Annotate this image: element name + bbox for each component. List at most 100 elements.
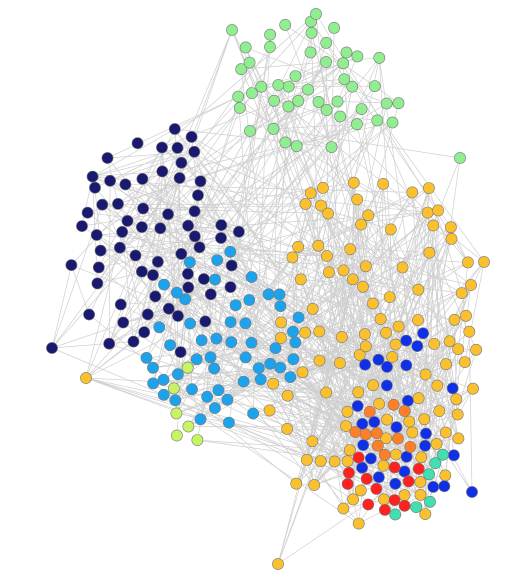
edge [125,184,195,212]
graph-node [226,24,238,36]
edge [210,257,293,358]
graph-node [450,393,463,406]
graph-node [263,404,276,417]
graph-node [170,286,183,299]
graph-node [81,206,94,219]
graph-node [346,273,359,286]
graph-node [65,259,78,271]
graph-node [466,486,478,498]
graph-node [173,172,186,184]
graph-node [351,400,364,412]
edge [109,187,430,345]
edge [85,377,164,396]
graph-node [287,353,300,366]
graph-node [381,360,393,373]
graph-node [182,219,194,232]
graph-node [433,405,446,417]
graph-node [337,264,350,277]
graph-node [154,222,167,235]
graph-node [83,308,95,321]
graph-node [322,266,335,279]
edge [147,162,182,315]
edge [177,251,231,375]
edge [214,279,217,339]
graph-node [90,229,103,241]
graph-node [129,249,142,262]
graph-node [351,50,364,63]
graph-node [377,493,390,506]
graph-node [290,140,303,153]
edge [284,24,362,225]
edge [298,120,378,318]
graph-node [208,362,221,375]
graph-node [341,455,354,468]
edge [117,123,358,205]
graph-node [331,95,344,108]
graph-node [294,273,307,286]
graph-node [428,337,441,350]
edge [117,171,163,205]
edge [288,106,459,350]
graph-node [362,498,375,511]
graph-node [282,80,295,93]
edge [468,331,473,493]
graph-node [333,357,346,369]
graph-node [299,198,312,210]
graph-node [313,325,326,338]
graph-node [340,46,353,59]
graph-node [388,494,401,506]
graph-node [204,288,217,301]
graph-node [370,427,383,440]
graph-node [255,80,268,93]
graph-node [363,405,376,418]
edge [216,122,393,261]
edge [230,286,276,349]
graph-node [172,310,184,322]
graph-node [357,439,370,451]
edge [450,227,469,263]
edge [272,84,279,384]
graph-node [135,221,148,233]
edge [376,120,477,350]
edge [152,128,274,276]
graph-node [292,95,305,107]
graph-node [389,338,402,351]
edge [312,103,388,442]
edge [361,109,391,298]
edge [94,187,335,462]
edge [436,210,439,386]
graph-node [162,302,175,315]
edge [109,147,178,182]
graph-node [447,449,460,462]
graph-node [268,94,280,107]
graph-node [478,256,490,268]
edge [273,42,327,102]
edge [174,128,313,310]
edge [51,265,72,349]
graph-node [461,256,474,269]
graph-node [156,165,169,178]
edge [159,326,274,385]
graph-node [273,288,286,301]
graph-node [368,80,381,92]
graph-node [284,371,297,383]
graph-node [184,317,196,330]
graph-node [149,290,162,303]
graph-node [181,267,194,280]
graph-node [264,28,276,41]
graph-node [452,432,465,445]
graph-node [352,517,365,530]
graph-node [281,422,293,435]
graph-node [296,366,309,379]
graph-node [341,478,354,490]
graph-node [235,63,248,76]
graph-node [114,241,126,254]
graph-node [337,57,350,70]
graph-node [225,259,238,272]
edge [305,203,367,347]
graph-node [421,206,434,219]
edge [92,171,163,177]
graph-node [386,116,399,129]
graph-node [182,281,195,294]
edge [100,250,143,272]
